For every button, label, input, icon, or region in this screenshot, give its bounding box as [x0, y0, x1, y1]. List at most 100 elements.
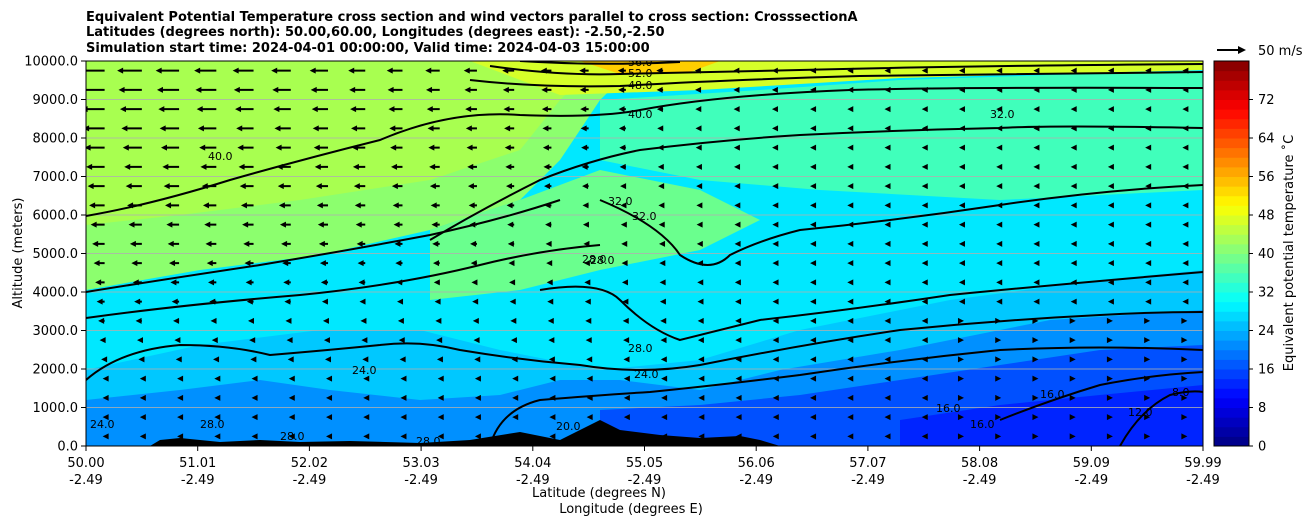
wind-vector — [288, 414, 295, 421]
wind-vector — [512, 394, 519, 401]
colorbar-segment — [1214, 330, 1249, 341]
region-deepblue — [900, 385, 1203, 446]
y-tick-label: 2000.0 — [33, 363, 79, 378]
x-tick-label-lat: 51.01 — [179, 456, 216, 471]
wind-vector — [1107, 279, 1114, 286]
wind-vector — [464, 86, 477, 93]
wind-vector — [921, 279, 928, 286]
wind-vector — [135, 317, 142, 324]
wind-vector — [1182, 86, 1189, 93]
wind-vector — [1107, 163, 1114, 170]
contour-label-16-c: 16.0 — [970, 418, 995, 431]
wind-vector — [958, 221, 965, 228]
wind-vector — [1033, 240, 1040, 247]
wind-vector — [288, 375, 295, 382]
wind-vector — [510, 317, 517, 324]
wind-vector — [547, 317, 554, 324]
contour-52 — [489, 63, 1203, 76]
wind-vector — [506, 202, 515, 209]
wind-vector — [1032, 375, 1039, 382]
wind-vector — [177, 414, 184, 421]
wind-vector — [884, 433, 891, 440]
wind-vector — [124, 163, 142, 170]
wind-vector — [101, 356, 108, 363]
wind-vector — [695, 144, 702, 151]
wind-vector — [386, 67, 403, 74]
wind-vector — [363, 394, 370, 401]
wind-vector — [1033, 106, 1040, 113]
wind-vector — [921, 67, 928, 74]
wind-vector — [580, 125, 589, 132]
wind-vector — [810, 144, 817, 151]
wind-vector — [958, 298, 965, 305]
wind-vector — [311, 106, 329, 113]
wind-vector — [661, 414, 668, 421]
y-tick-label: 4000.0 — [33, 286, 79, 301]
wind-vector — [1032, 356, 1039, 363]
contour-label-52: 52.0 — [628, 67, 653, 80]
colorbar-segment — [1214, 426, 1249, 437]
wind-vector — [1182, 125, 1189, 132]
wind-vector — [847, 433, 854, 440]
contour-label-28-e: 28.0 — [416, 435, 441, 448]
wind-vector — [659, 260, 666, 267]
colorbar-segment — [1214, 369, 1249, 380]
contour-20 — [489, 346, 1203, 446]
wind-vector — [661, 375, 668, 382]
wind-vector — [194, 67, 217, 74]
wind-vector — [396, 279, 403, 286]
wind-vector — [847, 144, 854, 151]
wind-vector — [659, 298, 666, 305]
wind-vector — [214, 433, 221, 440]
wind-vector — [621, 240, 628, 247]
wind-vector — [771, 106, 778, 113]
wind-vector — [543, 163, 552, 170]
wind-vector — [622, 317, 629, 324]
wind-vector — [772, 433, 779, 440]
wind-vector — [474, 375, 481, 382]
wind-vector — [1145, 221, 1152, 228]
colorbar-tick-label: 40 — [1258, 247, 1275, 262]
wind-vector — [735, 356, 742, 363]
wind-vector — [232, 67, 254, 74]
wind-vector — [1070, 106, 1077, 113]
wind-vector — [958, 202, 965, 209]
wind-vector — [196, 106, 217, 113]
wind-vector — [1069, 337, 1076, 344]
wind-vector — [1181, 414, 1188, 421]
wind-vector — [735, 298, 742, 305]
wind-vector — [502, 67, 515, 74]
wind-vector — [921, 317, 928, 324]
colorbar-tick-label: 16 — [1258, 363, 1275, 378]
wind-vector — [129, 240, 142, 247]
wind-vector — [695, 163, 702, 170]
contour-24 — [86, 311, 1203, 381]
wind-vector — [400, 414, 407, 421]
wind-vector — [921, 356, 928, 363]
colorbar-segment — [1214, 272, 1249, 283]
wind-vector — [623, 394, 630, 401]
wind-vector — [996, 125, 1003, 132]
wind-vector — [582, 221, 589, 228]
wind-vector — [545, 240, 552, 247]
wind-vector — [810, 183, 817, 190]
wind-vector — [139, 375, 146, 382]
contour-label-40-a: 40.0 — [628, 108, 653, 121]
wind-vector — [326, 433, 333, 440]
wind-vector — [278, 202, 291, 209]
wind-vector — [1144, 375, 1151, 382]
wind-vector — [623, 414, 630, 421]
contour-28-b — [86, 244, 601, 319]
wind-vector — [90, 221, 105, 228]
wind-vector — [996, 298, 1003, 305]
wind-vector — [122, 144, 142, 151]
wind-vector — [1107, 240, 1114, 247]
wind-vector — [474, 414, 481, 421]
wind-vector — [957, 356, 964, 363]
wind-vector — [1106, 317, 1113, 324]
wind-vector — [1182, 106, 1189, 113]
wind-vector — [586, 394, 593, 401]
wind-vector — [847, 86, 854, 93]
wind-vector — [884, 86, 891, 93]
wind-vector — [698, 394, 705, 401]
